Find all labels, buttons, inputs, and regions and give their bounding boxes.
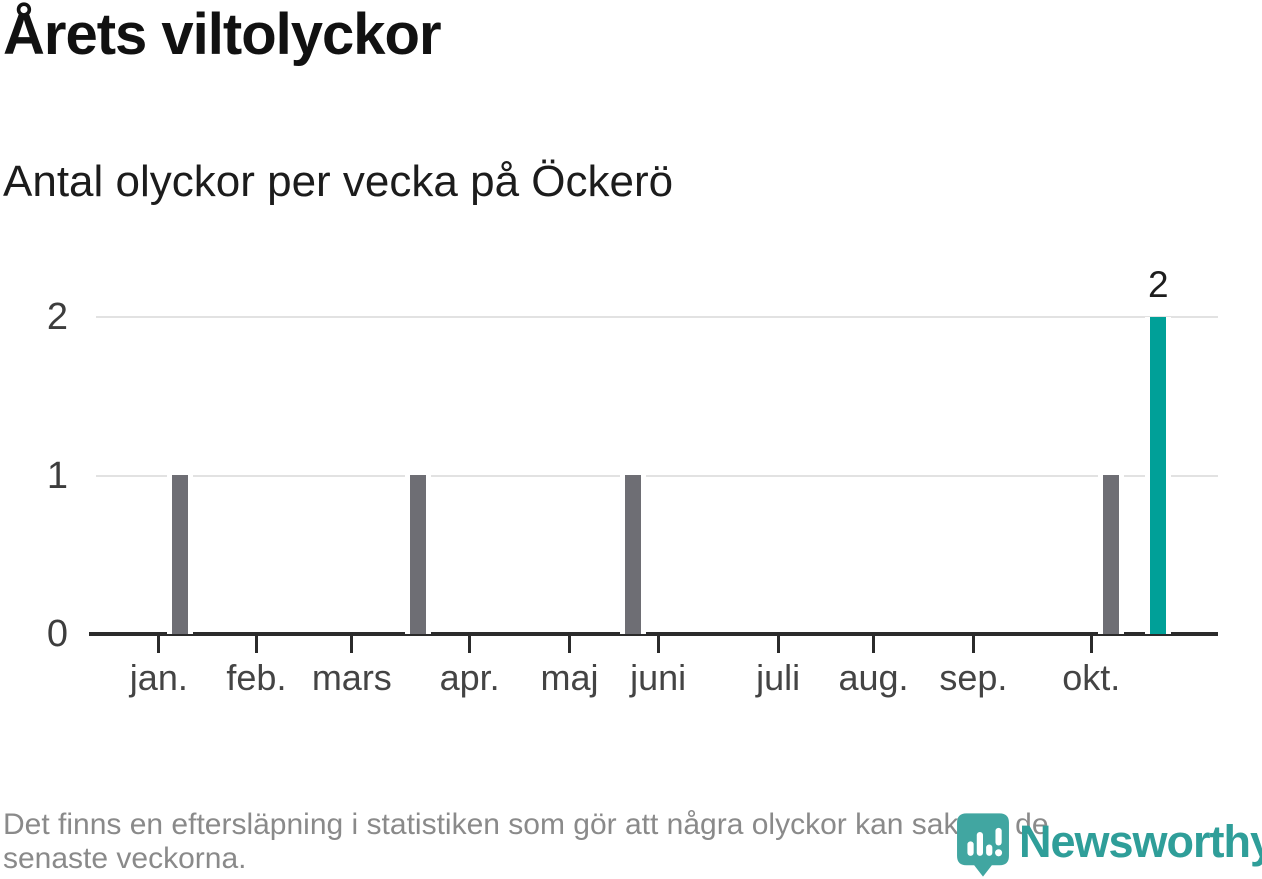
footer-note: Det finns en eftersläpning i statistiken… [3,808,1255,876]
bar-latest-week [1150,317,1167,634]
y-tick-label-2: 2 [46,296,68,338]
x-tick-label-juli: juli [756,657,801,698]
x-tick-jan [157,636,161,653]
x-tick-label-apr: apr. [439,657,500,698]
bar-week [625,475,642,634]
plot-area: jan. feb. mars apr. maj juni juli aug. sep. okt. 2 [89,262,1218,697]
y-tick-label-0: 0 [46,613,68,655]
x-tick-label-okt: okt. [1062,657,1121,698]
x-tick-juni [656,636,660,653]
x-tick-aug [872,636,876,653]
newsworthy-pin-barchart-icon [957,813,1009,877]
x-tick-sep [971,636,975,653]
x-tick-mars [350,636,354,653]
gridline-y1 [96,474,1218,477]
newsworthy-wordmark: Newsworthy [1019,816,1262,867]
chart-title: Årets viltolyckor [3,2,442,67]
x-tick-label-aug: aug. [838,657,909,698]
x-tick-juli [776,636,780,653]
x-tick-label-mars: mars [311,657,392,698]
x-tick-maj [567,636,571,653]
y-axis-labels: 0 1 2 [0,262,68,653]
footer-note-line-2: senaste veckorna. [3,842,247,875]
x-tick-okt [1089,636,1093,653]
bar-week [171,475,188,634]
chart-subtitle: Antal olyckor per vecka på Öckerö [3,157,674,206]
x-axis-line [89,632,1218,636]
bar-week [410,475,427,634]
x-tick-label-maj: maj [540,657,599,698]
x-tick-label-feb: feb. [226,657,287,698]
bar-week [1102,475,1119,634]
bar-value-label: 2 [1148,264,1169,305]
x-tick-apr [468,636,472,653]
newsworthy-logo: Newsworthy [956,812,1262,878]
x-tick-label-jan: jan. [129,657,188,698]
x-tick-feb [254,636,258,653]
y-tick-label-1: 1 [46,454,68,497]
gridline-y2 [96,316,1218,318]
x-tick-label-sep: sep. [939,657,1008,698]
footer-note-line-1: Det finns en eftersläpning i statistiken… [3,808,1049,841]
x-tick-label-juni: juni [630,657,687,698]
